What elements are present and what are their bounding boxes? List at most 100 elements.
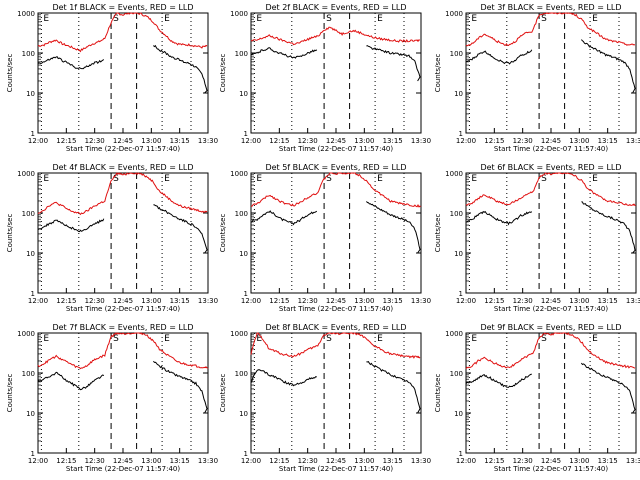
series-line-events — [465, 210, 533, 226]
x-tick-label: 12:15 — [484, 457, 504, 465]
y-tick-label: 100 — [450, 370, 463, 378]
x-tick-label: 12:30 — [298, 297, 318, 305]
y-tick-label: 1000 — [17, 330, 35, 338]
y-tick-label: 1000 — [445, 10, 463, 18]
series-line-lld — [465, 332, 636, 369]
event-marker-label: E — [471, 174, 477, 184]
x-tick-label: 12:15 — [269, 297, 289, 305]
plot-frame — [250, 172, 422, 294]
y-axis-title: Counts/sec — [434, 54, 442, 93]
event-marker-label: S — [326, 14, 332, 24]
y-tick-label: 1 — [244, 450, 248, 458]
x-tick-label: 12:30 — [85, 297, 105, 305]
panel-title: Det 1f BLACK = Events, RED = LLD — [52, 3, 193, 12]
y-axis-title: Counts/sec — [6, 374, 14, 413]
x-tick-label: 12:00 — [241, 137, 261, 145]
y-tick-label: 100 — [235, 50, 248, 58]
event-marker-label: S — [326, 334, 332, 344]
x-axis-title: Start Time (22-Dec-07 11:57:40) — [66, 305, 180, 313]
y-tick-label: 1000 — [17, 10, 35, 18]
panel-det-9: Det 9f BLACK = Events, RED = LLD 1 10 100 10… — [434, 323, 640, 473]
y-tick-label: 1 — [31, 290, 35, 298]
y-tick-label: 1 — [244, 130, 248, 138]
y-tick-label: 10 — [26, 90, 35, 98]
series-line-lld — [250, 172, 422, 208]
y-tick-label: 10 — [454, 410, 463, 418]
event-marker-label: E — [164, 334, 170, 344]
series-line-lld — [250, 26, 421, 46]
x-tick-label: 12:45 — [541, 297, 561, 305]
series-line-lld — [465, 172, 637, 207]
x-tick-label: 13:30 — [198, 137, 218, 145]
x-tick-label: 13:00 — [141, 457, 161, 465]
event-marker-label: S — [113, 334, 119, 344]
event-marker-label: E — [377, 14, 383, 24]
series-line-events — [250, 47, 318, 59]
y-tick-label: 10 — [26, 410, 35, 418]
x-tick-label: 12:15 — [56, 137, 76, 145]
x-tick-label: 12:45 — [113, 137, 133, 145]
series-line-events — [465, 49, 533, 65]
panel-det-4: Det 4f BLACK = Events, RED = LLD 1 10 100 10… — [6, 163, 218, 313]
y-tick-label: 10 — [26, 250, 35, 258]
event-marker-label: E — [377, 334, 383, 344]
series-line-lld — [250, 332, 421, 359]
panel-title: Det 7f BLACK = Events, RED = LLD — [52, 323, 193, 332]
event-marker-label: E — [43, 14, 49, 24]
x-tick-label: 12:00 — [456, 457, 476, 465]
panel-title: Det 9f BLACK = Events, RED = LLD — [480, 323, 621, 332]
y-tick-label: 10 — [454, 250, 463, 258]
y-tick-label: 1 — [31, 450, 35, 458]
event-marker-label: S — [541, 334, 547, 344]
x-tick-label: 13:15 — [170, 457, 190, 465]
event-marker-label: E — [471, 14, 477, 24]
y-tick-label: 1 — [459, 290, 463, 298]
series-line-events — [37, 56, 105, 70]
x-tick-label: 12:00 — [28, 457, 48, 465]
x-tick-label: 13:15 — [598, 297, 618, 305]
y-tick-label: 100 — [450, 210, 463, 218]
x-tick-label: 13:30 — [411, 457, 431, 465]
panel-title: Det 4f BLACK = Events, RED = LLD — [52, 163, 193, 172]
panel-det-2: Det 2f BLACK = Events, RED = LLD 1 10 100 10… — [219, 3, 431, 153]
panel-title: Det 2f BLACK = Events, RED = LLD — [265, 3, 406, 12]
x-tick-label: 12:45 — [326, 297, 346, 305]
series-line-events — [37, 371, 105, 391]
y-tick-label: 100 — [450, 50, 463, 58]
event-marker-label: E — [592, 334, 598, 344]
x-tick-label: 12:45 — [326, 457, 346, 465]
x-axis-title: Start Time (22-Dec-07 11:57:40) — [494, 305, 608, 313]
x-tick-label: 13:30 — [198, 297, 218, 305]
x-tick-label: 12:30 — [298, 457, 318, 465]
x-tick-label: 12:15 — [56, 297, 76, 305]
event-marker-label: E — [256, 14, 262, 24]
x-tick-label: 12:00 — [28, 137, 48, 145]
panel-det-6: Det 6f BLACK = Events, RED = LLD 1 10 100 10… — [434, 163, 640, 313]
x-axis-title: Start Time (22-Dec-07 11:57:40) — [279, 305, 393, 313]
x-tick-label: 12:30 — [85, 457, 105, 465]
x-axis-title: Start Time (22-Dec-07 11:57:40) — [494, 465, 608, 473]
event-marker-label: S — [326, 174, 332, 184]
x-tick-label: 12:15 — [484, 137, 504, 145]
event-marker-label: S — [541, 14, 547, 24]
series-line-events — [580, 362, 636, 414]
plot-frame — [465, 12, 637, 134]
panel-title: Det 6f BLACK = Events, RED = LLD — [480, 163, 621, 172]
series-line-events — [465, 373, 532, 388]
event-marker-label: E — [256, 334, 262, 344]
event-marker-label: S — [113, 174, 119, 184]
x-tick-label: 13:00 — [141, 137, 161, 145]
series-line-events — [37, 218, 105, 233]
x-tick-label: 12:00 — [241, 457, 261, 465]
y-tick-label: 10 — [454, 90, 463, 98]
plot-frame — [465, 172, 637, 294]
x-axis-title: Start Time (22-Dec-07 11:57:40) — [279, 145, 393, 153]
x-tick-label: 12:00 — [28, 297, 48, 305]
series-line-lld — [37, 332, 209, 370]
y-tick-label: 10 — [239, 410, 248, 418]
series-line-lld — [37, 12, 208, 53]
y-tick-label: 1000 — [445, 170, 463, 178]
plot-frame — [37, 172, 209, 294]
series-line-events — [581, 201, 636, 254]
x-tick-label: 13:00 — [569, 457, 589, 465]
